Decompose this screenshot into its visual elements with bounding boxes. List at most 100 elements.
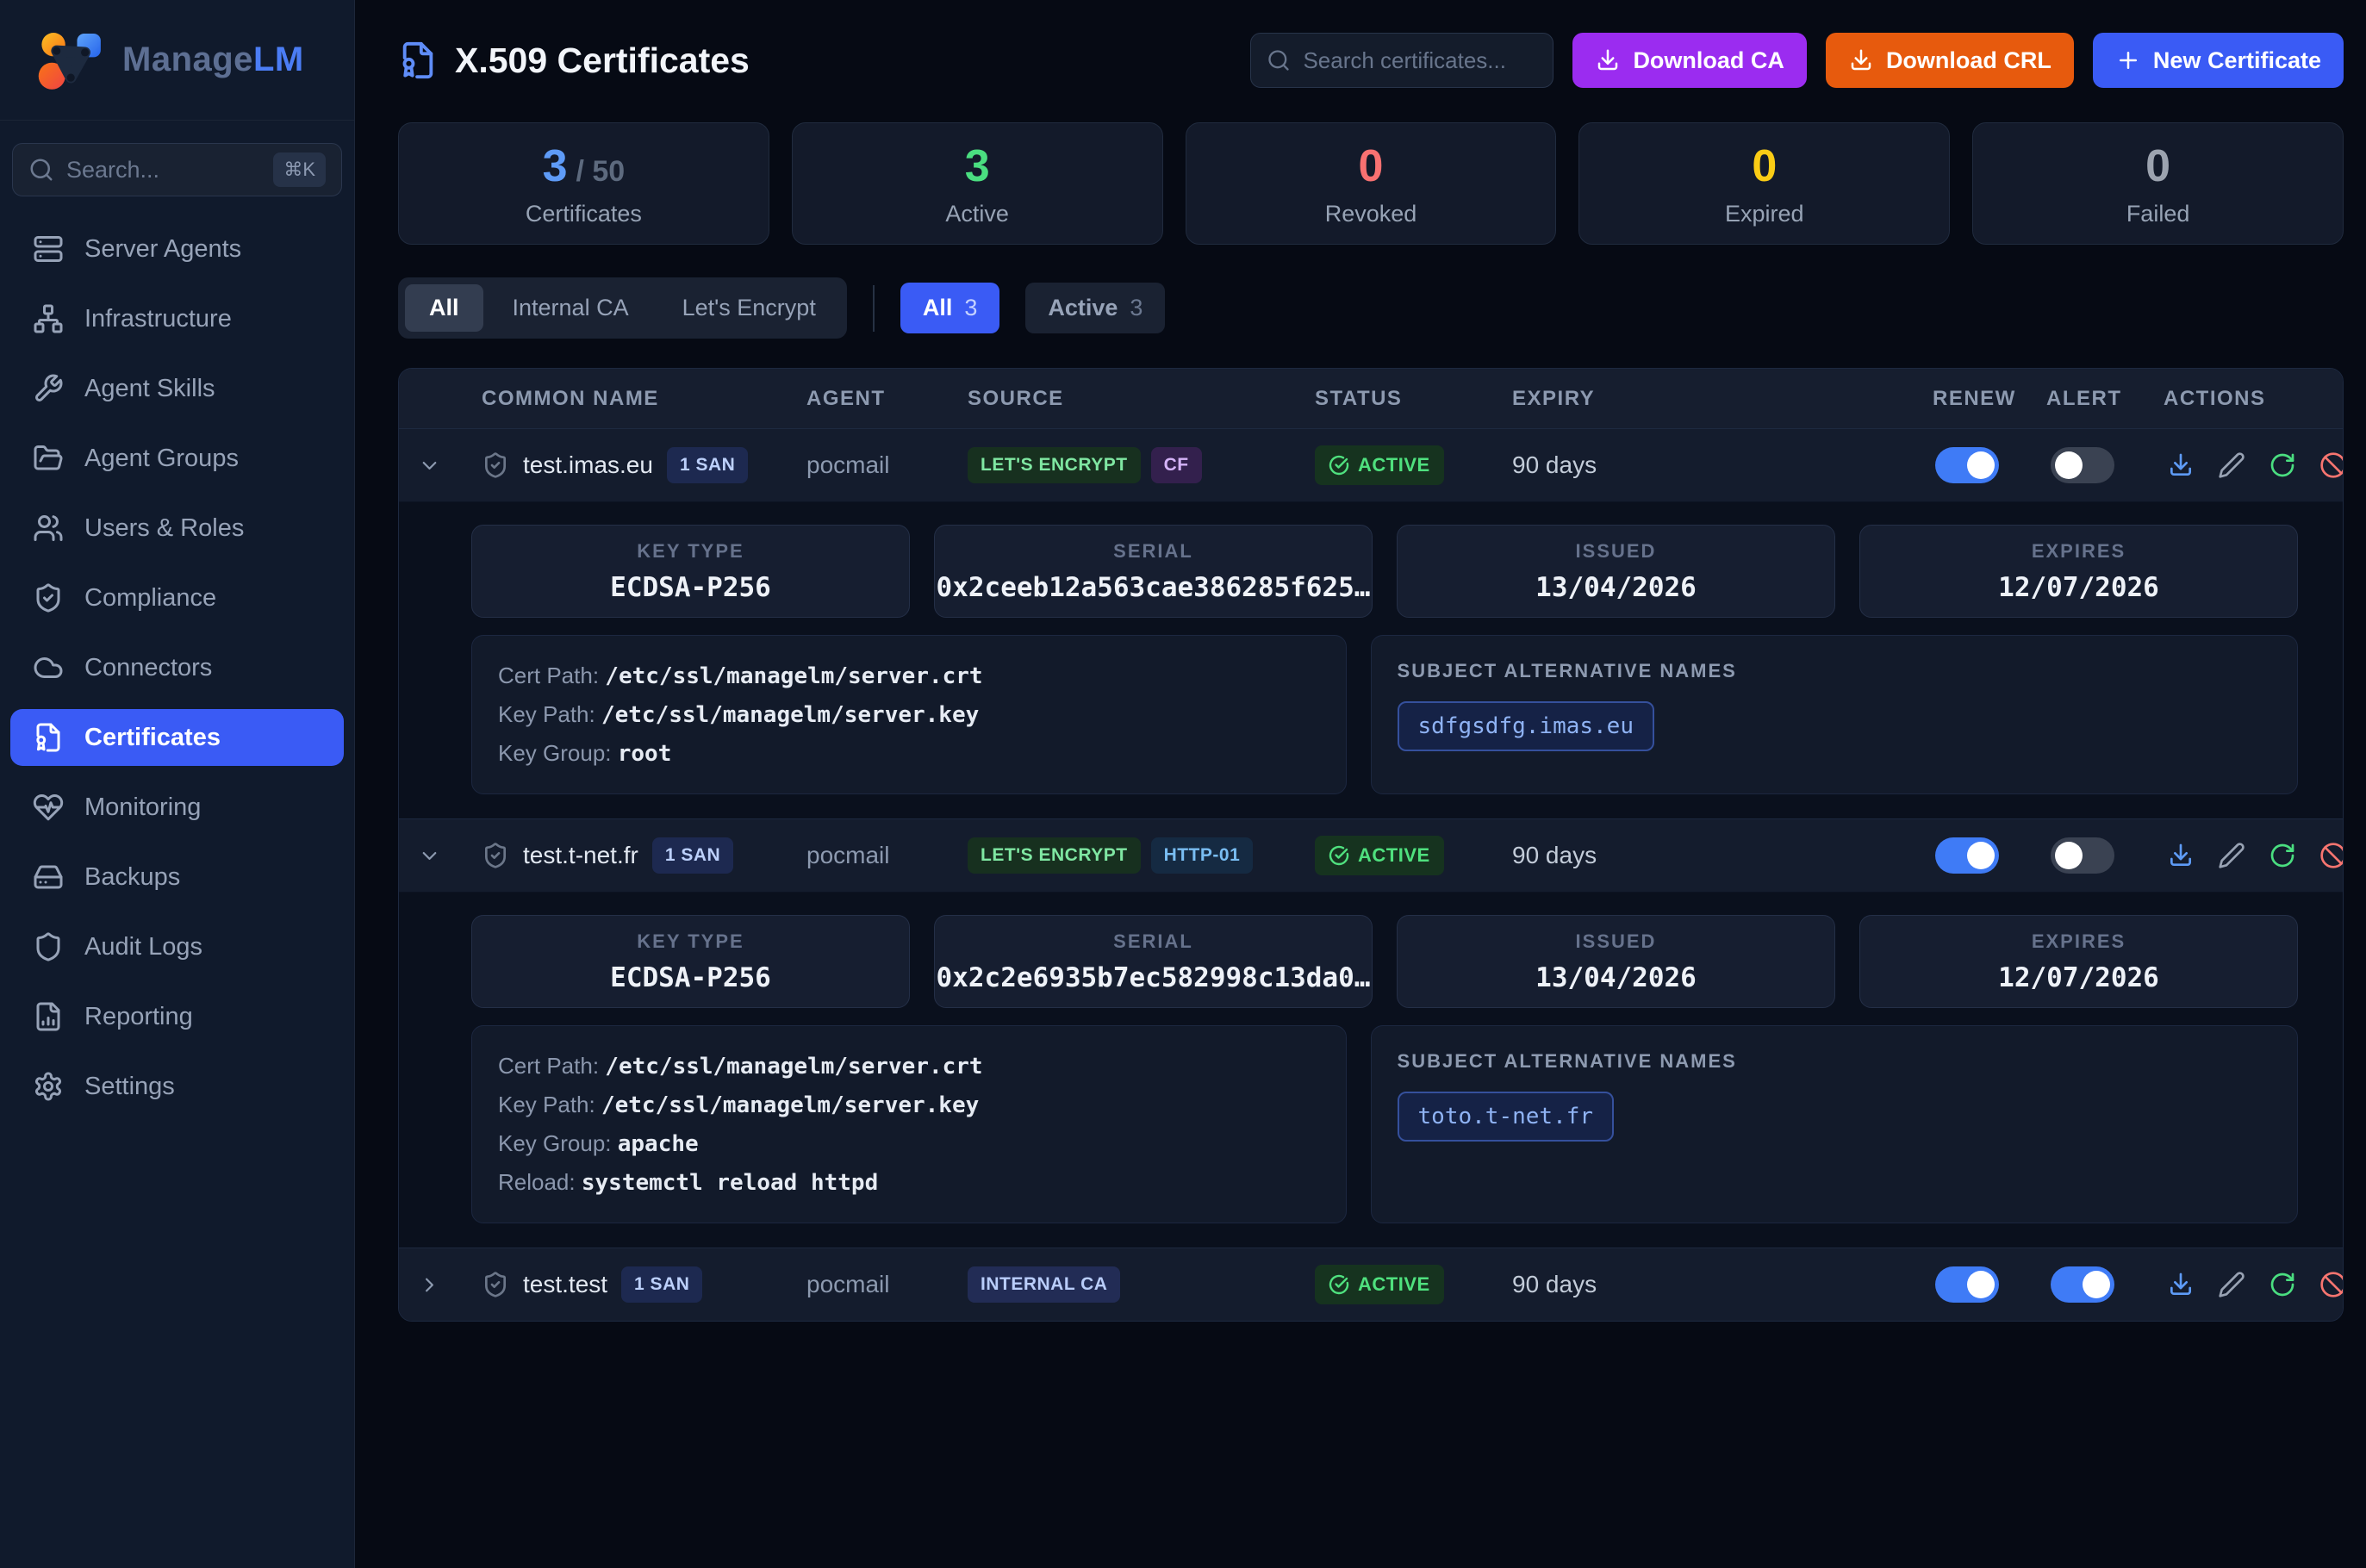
search-icon — [1267, 48, 1291, 72]
download-icon[interactable] — [2167, 451, 2195, 479]
san-panel: SUBJECT ALTERNATIVE NAMES sdfgsdfg.imas.… — [1370, 635, 2298, 794]
stat-value: 3 — [542, 140, 568, 191]
detail-panels: Cert Path: /etc/ssl/managelm/server.crt … — [471, 635, 2298, 794]
key-type-value: ECDSA-P256 — [610, 571, 771, 603]
stat-value: 0 — [1358, 140, 1384, 191]
refresh-icon[interactable] — [2269, 1271, 2296, 1298]
status-tab-active[interactable]: Active 3 — [1025, 283, 1166, 333]
source-tab-all[interactable]: All — [405, 284, 483, 332]
detail-cards: KEY TYPE ECDSA-P256 SERIAL 0x2c2e6935b7e… — [471, 915, 2298, 1008]
ban-icon[interactable] — [2319, 842, 2344, 869]
renew-toggle[interactable] — [1935, 447, 1999, 483]
expires-value: 12/07/2026 — [1998, 961, 2159, 993]
table-row[interactable]: test.imas.eu 1 SAN pocmail LET'S ENCRYPT… — [399, 429, 2343, 501]
sidebar-item-reporting[interactable]: Reporting — [10, 988, 344, 1045]
sidebar-item-settings[interactable]: Settings — [10, 1058, 344, 1115]
collapse-row-button[interactable] — [399, 844, 459, 868]
sidebar-item-backups[interactable]: Backups — [10, 849, 344, 905]
filter-bar: All Internal CA Let's Encrypt All 3 Acti… — [398, 277, 2344, 339]
alert-toggle[interactable] — [2051, 1266, 2114, 1303]
pencil-icon[interactable] — [2218, 1271, 2245, 1298]
source-badge-http01: HTTP-01 — [1150, 837, 1254, 874]
path-label: Key Path: — [498, 1092, 595, 1117]
download-ca-button[interactable]: Download CA — [1572, 33, 1807, 88]
sidebar-item-compliance[interactable]: Compliance — [10, 569, 344, 626]
heart-pulse-icon — [33, 792, 64, 823]
filter-divider — [872, 284, 875, 332]
path-label: Cert Path: — [498, 1053, 600, 1079]
download-crl-button[interactable]: Download CRL — [1825, 33, 2074, 88]
download-icon[interactable] — [2167, 1271, 2195, 1298]
sidebar-item-label: Backups — [84, 862, 181, 891]
issued-card: ISSUED 13/04/2026 — [1397, 915, 1835, 1008]
common-name-cell: test.test 1 SAN — [459, 1266, 784, 1303]
toggle-knob — [2055, 842, 2083, 869]
alert-toggle[interactable] — [2051, 837, 2114, 874]
renew-toggle[interactable] — [1935, 837, 1999, 874]
source-cell: LET'S ENCRYPT CF — [945, 447, 1292, 483]
network-icon — [33, 303, 64, 334]
check-circle-icon — [1329, 455, 1349, 476]
renew-toggle[interactable] — [1935, 1266, 1999, 1303]
status-cell: ACTIVE — [1292, 1265, 1490, 1304]
serial-label: SERIAL — [1113, 930, 1193, 952]
stat-label: Expired — [1725, 200, 1804, 227]
certificate-icon — [398, 40, 438, 80]
download-icon — [1848, 47, 1874, 73]
collapse-row-button[interactable] — [399, 454, 459, 477]
pencil-icon[interactable] — [2218, 842, 2245, 869]
actions-cell — [2141, 842, 2343, 869]
row-details: KEY TYPE ECDSA-P256 SERIAL 0x2c2e6935b7e… — [399, 892, 2343, 1248]
status-cell: ACTIVE — [1292, 445, 1490, 485]
source-tab-lets-encrypt[interactable]: Let's Encrypt — [682, 295, 816, 320]
ban-icon[interactable] — [2319, 451, 2344, 479]
issued-value: 13/04/2026 — [1535, 961, 1697, 993]
sidebar-item-connectors[interactable]: Connectors — [10, 639, 344, 696]
san-count-badge: 1 SAN — [621, 1266, 703, 1303]
stat-label: Active — [945, 200, 1009, 227]
sidebar-item-audit-logs[interactable]: Audit Logs — [10, 918, 344, 975]
table-row[interactable]: test.t-net.fr 1 SAN pocmail LET'S ENCRYP… — [399, 819, 2343, 892]
serial-value: 0x2ceeb12a563cae386285f625… — [936, 571, 1371, 603]
sidebar-item-users-roles[interactable]: Users & Roles — [10, 500, 344, 557]
expand-row-button[interactable] — [399, 1273, 459, 1297]
san-title: SUBJECT ALTERNATIVE NAMES — [1397, 1050, 1737, 1072]
refresh-icon[interactable] — [2269, 842, 2296, 869]
detail-panels: Cert Path: /etc/ssl/managelm/server.crt … — [471, 1025, 2298, 1223]
source-filter-tabs: All Internal CA Let's Encrypt — [398, 277, 847, 339]
status-badge: ACTIVE — [1315, 445, 1444, 485]
ban-icon[interactable] — [2319, 1271, 2344, 1298]
certificates-search[interactable] — [1250, 33, 1554, 88]
stat-label: Revoked — [1324, 200, 1417, 227]
sidebar-item-monitoring[interactable]: Monitoring — [10, 779, 344, 836]
sidebar-item-certificates[interactable]: Certificates — [10, 709, 344, 766]
sidebar-item-server-agents[interactable]: Server Agents — [10, 221, 344, 277]
sidebar-search-input[interactable] — [66, 156, 262, 184]
chevron-down-icon — [418, 844, 441, 868]
sidebar-item-agent-skills[interactable]: Agent Skills — [10, 360, 344, 417]
san-panel: SUBJECT ALTERNATIVE NAMES toto.t-net.fr — [1370, 1025, 2298, 1223]
source-badge-internal-ca: INTERNAL CA — [968, 1266, 1121, 1303]
expires-label: EXPIRES — [2031, 539, 2126, 562]
pencil-icon[interactable] — [2218, 451, 2245, 479]
cloud-icon — [33, 652, 64, 683]
row-details: KEY TYPE ECDSA-P256 SERIAL 0x2ceeb12a563… — [399, 501, 2343, 819]
certificates-search-input[interactable] — [1303, 47, 1538, 74]
table-row[interactable]: test.test 1 SAN pocmail INTERNAL CA ACTI… — [399, 1248, 2343, 1321]
source-tab-internal-ca[interactable]: Internal CA — [512, 295, 629, 320]
paths-panel: Cert Path: /etc/ssl/managelm/server.crt … — [471, 635, 1347, 794]
refresh-icon[interactable] — [2269, 451, 2296, 479]
sidebar-item-label: Certificates — [84, 723, 221, 751]
alert-toggle[interactable] — [2051, 447, 2114, 483]
status-tab-all[interactable]: All 3 — [900, 283, 1000, 333]
sidebar-item-infrastructure[interactable]: Infrastructure — [10, 290, 344, 347]
actions-cell — [2141, 451, 2343, 479]
column-header-alert: ALERT — [2046, 386, 2122, 410]
sidebar-item-agent-groups[interactable]: Agent Groups — [10, 430, 344, 487]
new-certificate-button[interactable]: New Certificate — [2092, 33, 2344, 88]
download-icon[interactable] — [2167, 842, 2195, 869]
toggle-knob — [1967, 1271, 1995, 1298]
column-header-source: SOURCE — [968, 386, 1064, 410]
stat-label: Certificates — [525, 200, 642, 227]
sidebar-search[interactable]: ⌘K — [12, 143, 342, 196]
